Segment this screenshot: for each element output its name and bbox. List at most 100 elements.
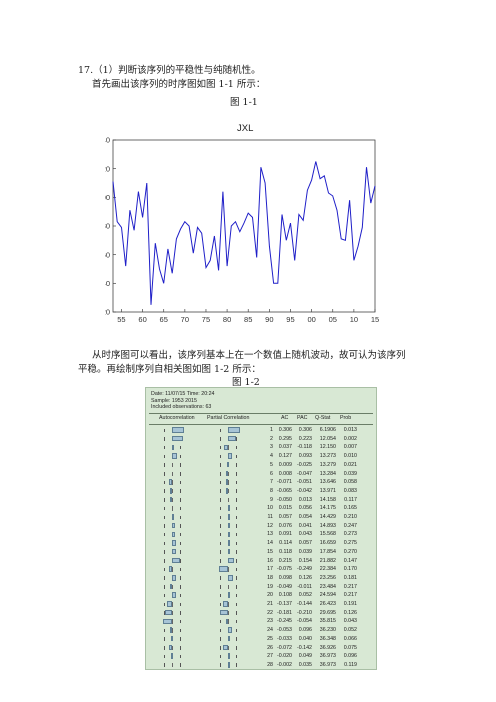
confidence-band-marker: [236, 480, 237, 485]
cell-q-stat: 36.973: [319, 653, 336, 660]
cell-q-stat: 21.882: [319, 557, 336, 564]
x-tick-label: 55: [117, 315, 125, 324]
cell-lag: 19: [267, 583, 273, 590]
pac-axis-tick: [228, 567, 229, 572]
confidence-band-marker: [220, 602, 221, 606]
cell-lag: 3: [270, 444, 273, 451]
ac-bar: [172, 514, 175, 520]
cell-prob: 0.191: [343, 601, 357, 607]
cell-ac: -0.020: [276, 653, 292, 660]
cell-pac: 0.041: [298, 522, 312, 529]
cell-ac: 0.015: [278, 505, 292, 512]
pac-bar: [228, 427, 240, 433]
cell-ac: 0.114: [279, 540, 292, 547]
cell-ac: -0.071: [276, 479, 292, 486]
pac-axis-tick: [228, 645, 229, 650]
cell-lag: 28: [267, 661, 273, 668]
cell-prob: 0.066: [343, 635, 357, 642]
ac-axis-tick: [172, 584, 173, 590]
cell-prob: 0.273: [343, 531, 357, 538]
confidence-band-marker: [220, 637, 221, 641]
cell-ac: 0.127: [278, 453, 292, 460]
cell-lag: 9: [270, 496, 273, 503]
correlogram-row: 13 0.091 0.043 15.568 0.273: [146, 530, 376, 539]
cell-lag: 24: [267, 627, 273, 634]
confidence-band-marker: [164, 628, 165, 633]
ac-bar: [172, 435, 184, 442]
cell-pac: 0.154: [298, 557, 312, 564]
confidence-band-marker: [220, 628, 221, 633]
x-tick-label: 00: [307, 315, 315, 324]
cell-prob: 0.170: [343, 566, 357, 573]
confidence-band-marker: [220, 619, 221, 624]
ac-axis-tick: [172, 567, 173, 572]
confidence-band-marker: [220, 506, 221, 511]
pac-axis-tick: [228, 619, 229, 624]
cell-q-stat: 14.429: [319, 514, 336, 520]
cell-prob: 0.007: [343, 444, 357, 451]
ac-axis-tick: [172, 497, 173, 503]
confidence-band-marker: [236, 524, 237, 528]
cell-prob: 0.126: [343, 609, 357, 616]
ac-bar: [172, 531, 176, 538]
pac-bar: [225, 618, 228, 625]
cell-lag: 7: [270, 479, 273, 486]
cell-lag: 5: [270, 461, 273, 468]
correlogram-row: 25 -0.033 0.040 36.348 0.066: [146, 635, 376, 644]
pac-bar: [228, 653, 230, 659]
confidence-band-marker: [180, 576, 181, 580]
y-tick-label: 80: [105, 222, 110, 231]
cell-pac: 0.057: [298, 540, 312, 547]
confidence-band-marker: [180, 585, 181, 589]
confidence-band-marker: [164, 541, 165, 546]
cell-lag: 6: [270, 470, 273, 477]
x-tick-label: 60: [138, 315, 146, 324]
confidence-band-marker: [180, 524, 181, 528]
cell-ac: -0.075: [276, 566, 292, 573]
correlogram-row: 7 -0.071 -0.051 13.646 0.058: [146, 478, 376, 487]
figure-1-caption: 图 1-1: [230, 97, 258, 108]
cell-lag: 18: [267, 574, 273, 581]
figure-2-caption: 图 1-2: [232, 377, 260, 388]
correlogram-row: 16 0.215 0.154 21.882 0.147: [146, 557, 376, 566]
x-tick-label: 65: [160, 315, 168, 324]
correlogram-row: 8 -0.065 -0.042 13.971 0.083: [146, 487, 376, 496]
pac-bar: [228, 522, 230, 529]
confidence-band-marker: [164, 663, 165, 667]
confidence-band-marker: [180, 628, 181, 633]
cell-ac: -0.137: [276, 601, 292, 607]
cell-prob: 0.039: [343, 470, 357, 477]
confidence-band-marker: [236, 541, 237, 546]
pac-bar: [226, 488, 229, 494]
confidence-band-marker: [164, 611, 165, 615]
confidence-band-marker: [236, 611, 237, 615]
cell-q-stat: 12.150: [319, 444, 336, 451]
ac-bar: [169, 488, 172, 494]
ac-bar: [169, 644, 172, 651]
confidence-band-marker: [164, 437, 165, 441]
col-ac: AC: [281, 415, 289, 421]
confidence-band-marker: [164, 602, 165, 606]
confidence-band-marker: [180, 454, 181, 459]
cell-q-stat: 13.273: [319, 453, 336, 460]
cell-prob: 0.165: [343, 505, 357, 512]
pac-axis-tick: [228, 584, 229, 590]
confidence-band-marker: [220, 437, 221, 441]
confidence-band-marker: [236, 654, 237, 659]
correlogram-row: 2 0.295 0.223 12.054 0.002: [146, 435, 376, 444]
cell-prob: 0.247: [343, 522, 357, 529]
correlogram-row: 20 0.108 0.052 24.594 0.217: [146, 591, 376, 600]
ac-bar: [172, 575, 176, 581]
cell-pac: -0.249: [296, 566, 312, 573]
correlogram-row: 24 -0.053 0.096 36.230 0.052: [146, 626, 376, 635]
cell-prob: 0.021: [343, 461, 357, 468]
cell-prob: 0.181: [343, 574, 357, 581]
confidence-band-marker: [220, 532, 221, 537]
confidence-band-marker: [236, 489, 237, 493]
correlogram-row: 28 -0.002 0.035 36.973 0.119: [146, 661, 376, 670]
separator-header: [149, 423, 373, 425]
cell-lag: 26: [267, 644, 273, 651]
cell-pac: 0.052: [298, 592, 312, 599]
ac-bar: [165, 609, 172, 616]
correlogram-row: 6 0.008 -0.047 13.284 0.039: [146, 470, 376, 479]
